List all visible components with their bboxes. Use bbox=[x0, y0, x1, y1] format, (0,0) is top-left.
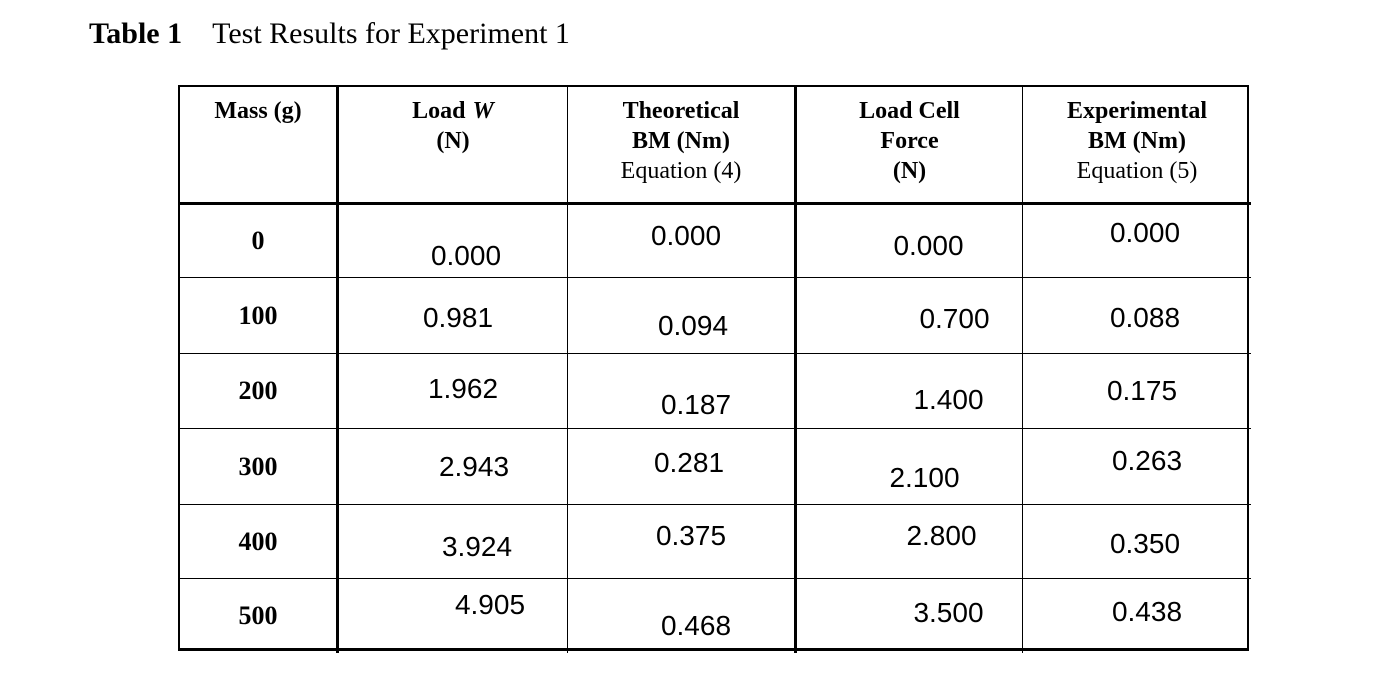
cell-value: 0.700 bbox=[919, 302, 990, 334]
value-cell: 0.468 bbox=[568, 579, 797, 653]
header-line: BM (Nm) bbox=[632, 128, 730, 154]
header-equation-ref: Equation (5) bbox=[1076, 158, 1198, 184]
mass-cell: 0 bbox=[180, 205, 339, 278]
header-line: Force bbox=[880, 128, 939, 154]
cell-value: 2.800 bbox=[906, 519, 977, 551]
value-cell: 0.375 bbox=[568, 505, 797, 579]
mass-cell: 300 bbox=[180, 429, 339, 505]
column-header-theoretical-bm: Theoretical BM (Nm) Equation (4) bbox=[568, 87, 797, 205]
load-symbol: W bbox=[472, 98, 494, 124]
cell-value: 0.094 bbox=[657, 309, 729, 341]
value-cell: 0.000 bbox=[1023, 205, 1251, 278]
value-cell: 0.281 bbox=[568, 429, 797, 505]
mass-value: 300 bbox=[238, 451, 278, 481]
cell-value: 1.400 bbox=[913, 384, 984, 415]
header-line: (N) bbox=[892, 158, 927, 184]
header-line: Experimental bbox=[1067, 98, 1207, 124]
cell-value: 0.088 bbox=[1109, 301, 1181, 333]
cell-value: 0.438 bbox=[1111, 596, 1183, 627]
value-cell: 3.924 bbox=[339, 505, 568, 579]
cell-value: 2.943 bbox=[438, 450, 510, 482]
value-cell: 0.350 bbox=[1023, 505, 1251, 579]
cell-value: 3.924 bbox=[441, 530, 513, 562]
value-cell: 0.981 bbox=[339, 278, 568, 354]
header-line: Mass (g) bbox=[214, 98, 302, 124]
header-line: (N) bbox=[436, 128, 470, 154]
header-line: Load W bbox=[412, 98, 494, 124]
value-cell: 1.962 bbox=[339, 354, 568, 429]
column-header-load-w: Load W (N) bbox=[339, 87, 568, 205]
value-cell: 3.500 bbox=[797, 579, 1023, 653]
value-cell: 0.187 bbox=[568, 354, 797, 429]
value-cell: 0.175 bbox=[1023, 354, 1251, 429]
value-cell: 0.088 bbox=[1023, 278, 1251, 354]
header-equation-ref: Equation (4) bbox=[620, 158, 742, 184]
mass-cell: 400 bbox=[180, 505, 339, 579]
cell-value: 0.000 bbox=[893, 230, 964, 261]
cell-value: 0.981 bbox=[422, 301, 494, 333]
cell-value: 4.905 bbox=[454, 589, 526, 620]
value-cell: 0.000 bbox=[568, 205, 797, 278]
value-cell: 0.000 bbox=[797, 205, 1023, 278]
value-cell: 2.100 bbox=[797, 429, 1023, 505]
cell-value: 0.000 bbox=[1109, 217, 1181, 248]
value-cell: 4.905 bbox=[339, 579, 568, 653]
cell-value: 0.175 bbox=[1106, 375, 1178, 406]
mass-value: 500 bbox=[238, 601, 278, 630]
header-line: Theoretical bbox=[622, 98, 740, 124]
cell-value: 2.100 bbox=[889, 461, 960, 493]
cell-value: 0.375 bbox=[655, 519, 727, 551]
column-header-experimental-bm: Experimental BM (Nm) Equation (5) bbox=[1023, 87, 1251, 205]
cell-value: 0.000 bbox=[650, 220, 722, 251]
column-header-mass: Mass (g) bbox=[180, 87, 339, 205]
cell-value: 3.500 bbox=[913, 597, 984, 628]
mass-value: 400 bbox=[238, 526, 278, 556]
caption-label: Table 1 bbox=[89, 17, 183, 50]
mass-cell: 500 bbox=[180, 579, 339, 653]
cell-value: 0.263 bbox=[1111, 444, 1183, 476]
header-line: BM (Nm) bbox=[1088, 128, 1186, 154]
results-table: Mass (g) Load W (N) Theoretical BM (Nm) E… bbox=[178, 85, 1251, 653]
caption-text: Test Results for Experiment 1 bbox=[212, 17, 570, 50]
column-header-load-cell-force: Load Cell Force (N) bbox=[797, 87, 1023, 205]
cell-value: 0.281 bbox=[653, 446, 725, 478]
value-cell: 0.000 bbox=[339, 205, 568, 278]
header-line: Load Cell bbox=[859, 98, 960, 124]
mass-value: 100 bbox=[238, 300, 278, 330]
mass-value: 0 bbox=[251, 226, 265, 255]
mass-cell: 200 bbox=[180, 354, 339, 429]
cell-value: 0.468 bbox=[660, 610, 732, 641]
mass-cell: 100 bbox=[180, 278, 339, 354]
value-cell: 0.700 bbox=[797, 278, 1023, 354]
value-cell: 0.438 bbox=[1023, 579, 1251, 653]
mass-value: 200 bbox=[238, 376, 278, 405]
table-caption: Table 1 Test Results for Experiment 1 bbox=[89, 16, 570, 52]
cell-value: 0.187 bbox=[660, 389, 732, 420]
cell-value: 0.350 bbox=[1109, 527, 1181, 559]
value-cell: 1.400 bbox=[797, 354, 1023, 429]
cell-value: 1.962 bbox=[427, 373, 499, 404]
value-cell: 2.943 bbox=[339, 429, 568, 505]
cell-value: 0.000 bbox=[430, 240, 502, 271]
value-cell: 0.263 bbox=[1023, 429, 1251, 505]
value-cell: 0.094 bbox=[568, 278, 797, 354]
value-cell: 2.800 bbox=[797, 505, 1023, 579]
